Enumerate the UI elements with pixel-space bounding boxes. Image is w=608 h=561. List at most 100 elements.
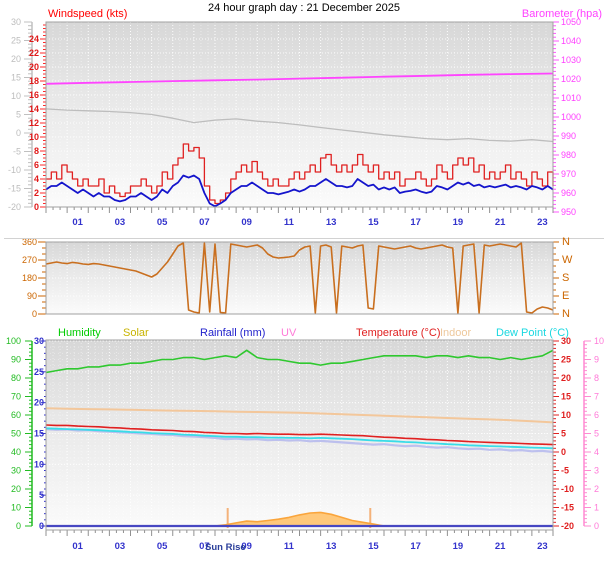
axis-tick-label: 1000 <box>561 112 581 122</box>
time-label: 09 <box>241 541 252 552</box>
time-label: 01 <box>72 541 83 552</box>
axis-tick-label: 20 <box>11 54 21 64</box>
bottom-time-axis: 01 03 05 07 09 11 13 15 17 19 21 23 <box>0 541 608 553</box>
axis-tick-label: 10 <box>561 410 571 420</box>
axis-tick-label: 90 <box>11 355 21 365</box>
time-label: 07 <box>199 541 210 552</box>
page-title: 24 hour graph day : 21 December 2025 <box>207 2 401 14</box>
axis-tick-label: 22 <box>29 48 39 58</box>
axis-tick-label: 1 <box>594 503 599 513</box>
axis-tick-label: 10 <box>11 503 21 513</box>
axis-tick-label: 0 <box>16 128 21 138</box>
axis-tick-label: 6 <box>34 160 39 170</box>
axis-tick-label: 20 <box>561 373 571 383</box>
axis-tick-label: -20 <box>561 521 574 531</box>
axis-tick-label: -15 <box>8 184 21 194</box>
series-line <box>45 424 554 446</box>
series-line <box>45 427 554 450</box>
time-label: 11 <box>283 541 294 552</box>
axis-tick-label: 60 <box>11 410 21 420</box>
axis-tick-label: 0 <box>34 202 39 212</box>
legend-rainfall-mm: Rainfall (mm) <box>200 327 266 339</box>
time-label: 07 <box>199 217 210 228</box>
axis-tick-label: 15 <box>561 392 571 402</box>
time-label: 13 <box>325 541 337 552</box>
time-label: 19 <box>452 541 464 552</box>
axis-tick-label: 5 <box>39 490 44 500</box>
axis-tick-label: 1010 <box>561 93 581 103</box>
series-line <box>45 108 554 143</box>
axis-tick-label: 0 <box>594 521 599 531</box>
legend-uv: UV <box>281 327 297 339</box>
axis-tick-label: 0 <box>16 521 21 531</box>
time-label: 09 <box>241 217 252 228</box>
time-label: 13 <box>325 217 337 228</box>
legend-solar: Solar <box>123 327 149 339</box>
axis-tick-label: 10 <box>29 132 39 142</box>
axis-tick-label: 16 <box>29 90 39 100</box>
axis-tick-label: 40 <box>11 447 21 457</box>
axis-tick-label: 20 <box>11 484 21 494</box>
series-line <box>45 349 554 374</box>
axis-tick-label: 4 <box>34 174 39 184</box>
axis-tick-label: 0 <box>32 309 37 319</box>
series-line <box>45 174 554 208</box>
axis-tick-label: 4 <box>594 447 599 457</box>
axis-tick-label: 1050 <box>561 17 581 27</box>
axis-tick-label: 1020 <box>561 74 581 84</box>
legend-temperature-c: Temperature (°C) <box>356 327 441 339</box>
axis-tick-label: 980 <box>561 150 576 160</box>
axis-tick-label: 15 <box>34 429 44 439</box>
series-line <box>45 407 554 424</box>
axis-tick-label: 0 <box>561 447 566 457</box>
axis-tick-label: 12 <box>29 118 39 128</box>
compass-label-w-1: W <box>562 254 573 266</box>
legend-humidity: Humidity <box>58 327 101 339</box>
time-label: 23 <box>537 541 548 552</box>
axis-tick-label: 5 <box>16 110 21 120</box>
time-label: 15 <box>368 541 379 552</box>
axis-tick-label: 30 <box>561 336 571 346</box>
axis-tick-label: 270 <box>22 255 37 265</box>
axis-tick-label: 9 <box>594 355 599 365</box>
time-label: 03 <box>114 217 126 228</box>
time-label: 01 <box>72 217 83 228</box>
axis-tick-label: 10 <box>594 336 604 346</box>
legend-indoor: Indoor <box>440 327 472 339</box>
series-line <box>46 143 554 205</box>
time-label: 21 <box>494 541 506 552</box>
barometer-axis-title: Barometer (hpa) <box>521 8 602 20</box>
axis-tick-label: 0 <box>39 521 44 531</box>
axis-tick-label: 1040 <box>561 36 581 46</box>
axis-tick-label: 180 <box>22 273 37 283</box>
axis-tick-label: 10 <box>11 91 21 101</box>
axis-tick-label: 80 <box>11 373 21 383</box>
axis-tick-label: 30 <box>34 336 44 346</box>
axis-tick-label: 960 <box>561 188 576 198</box>
axis-tick-label: 10 <box>34 459 44 469</box>
axis-tick-label: 25 <box>561 355 571 365</box>
axis-tick-label: 25 <box>11 36 21 46</box>
axis-tick-label: 20 <box>34 398 44 408</box>
axis-tick-label: 5 <box>594 429 599 439</box>
panel-separator <box>4 238 604 239</box>
axis-tick-label: 90 <box>27 291 37 301</box>
time-label: 17 <box>410 541 421 552</box>
axis-tick-label: 25 <box>34 367 44 377</box>
axis-tick-label: 8 <box>594 373 599 383</box>
compass-label-n-0: N <box>562 236 570 248</box>
axis-tick-label: 30 <box>11 466 21 476</box>
axis-tick-label: 1030 <box>561 55 581 65</box>
time-label: 23 <box>537 217 548 228</box>
series-line <box>45 242 554 314</box>
axis-tick-label: 950 <box>561 207 576 217</box>
axis-tick-label: 50 <box>11 429 21 439</box>
axis-tick-label: 7 <box>594 392 599 402</box>
top-time-axis: 01 03 05 07 09 11 13 15 17 19 21 23 <box>0 217 608 229</box>
axis-tick-label: 3 <box>594 466 599 476</box>
axis-tick-label: -15 <box>561 503 574 513</box>
axis-tick-label: -5 <box>13 147 21 157</box>
compass-label-e-3: E <box>562 290 570 302</box>
